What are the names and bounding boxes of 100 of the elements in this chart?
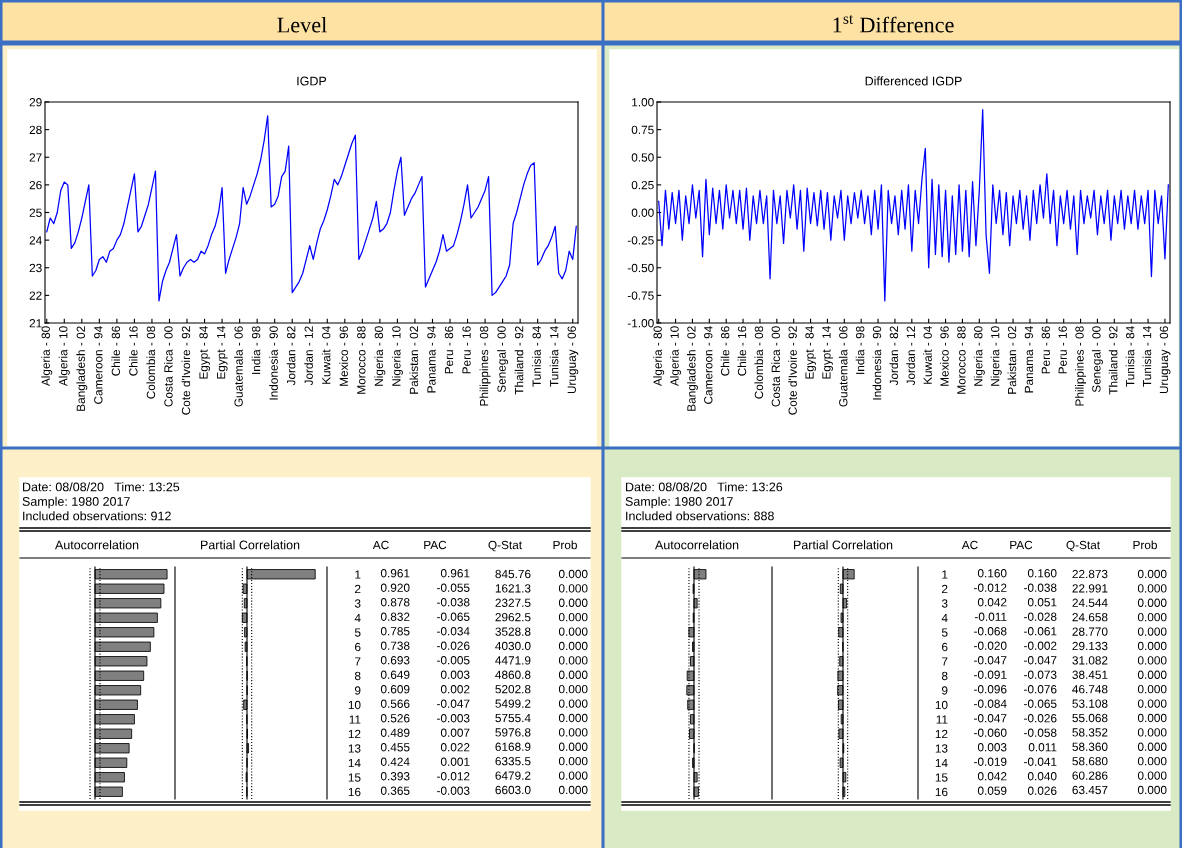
y-tick-label: 13 <box>348 744 361 753</box>
data-label: -0.060 <box>974 728 1007 737</box>
data-label: 0.026 <box>1027 786 1057 795</box>
x-tick-label: India - 98 <box>855 326 865 374</box>
x-tick-label: Nigeria - 80 <box>973 326 985 386</box>
y-tick-label: 14 <box>935 758 948 768</box>
text: 58.352 <box>1072 728 1108 737</box>
data-label: -0.026 <box>437 641 470 650</box>
text: 28.770 <box>1072 627 1108 636</box>
y-tick-label: 2 <box>355 584 361 594</box>
data-label: 0.022 <box>440 743 470 752</box>
text: 0.000 <box>558 569 588 579</box>
x-tick-label: Indonesia - 90 <box>872 326 882 400</box>
text: Q-Stat <box>488 540 522 552</box>
x-tick-label: Chile - 86 <box>111 326 121 376</box>
data-label: 0.961 <box>440 569 470 578</box>
data-label: 0.160 <box>1027 569 1057 578</box>
x-tick-label: Algeria - 10 <box>58 326 70 387</box>
data-label: -0.065 <box>437 612 470 621</box>
x-tick-label: Tunisia - 84 <box>532 326 541 387</box>
data-label: 0.011 <box>1028 743 1057 752</box>
x-tick-label: Costa Rica - 00 <box>163 326 173 407</box>
text: 0.000 <box>558 713 588 723</box>
x-tick-label: Kuwait - 04 <box>923 326 932 384</box>
x-tick-label: Mexico - 96 <box>940 326 949 386</box>
y-tick-label: 22 <box>29 291 42 300</box>
y-tick-label: 7 <box>942 657 948 666</box>
text: 0.000 <box>1137 569 1167 579</box>
x-tick-label: Egypt - 84 <box>805 326 817 379</box>
text: 0.000 <box>558 699 588 708</box>
x-tick-label: Tunisia - 14 <box>549 326 559 387</box>
y-tick-label: 3 <box>354 599 361 608</box>
text: 0.000 <box>558 613 588 622</box>
text: 22.991 <box>1072 584 1108 593</box>
y-tick-label: 0.25 <box>631 180 654 190</box>
text: 4030.0 <box>495 641 531 651</box>
text: 0.000 <box>558 728 588 737</box>
text: 0.000 <box>558 584 588 593</box>
y-tick-label: 4 <box>354 613 361 623</box>
text: 63.457 <box>1072 785 1108 795</box>
text: 0.000 <box>558 670 588 679</box>
data-label: -0.047 <box>974 714 1007 723</box>
chart-title: Autocorrelation <box>654 540 739 550</box>
data-label: 0.002 <box>440 685 470 694</box>
y-tick-label: 1.00 <box>632 98 654 107</box>
y-tick-label: 12 <box>348 729 361 739</box>
y-tick-label: 28 <box>29 125 42 135</box>
x-tick-label: India - 98 <box>251 326 261 374</box>
text: 58.680 <box>1072 757 1108 766</box>
x-tick-label: Uruguay - 06 <box>1159 326 1171 394</box>
text: 0.000 <box>1137 685 1167 694</box>
data-label: 0.007 <box>440 728 470 737</box>
y-tick-label: 15 <box>935 773 948 782</box>
text: Prob <box>1133 540 1157 550</box>
y-tick-label: 4 <box>941 613 948 623</box>
text: 6603.0 <box>495 785 531 795</box>
text: 5202.8 <box>495 685 531 694</box>
x-tick-label: Peru - 86 <box>1041 326 1050 374</box>
x-tick-label: Morocco - 88 <box>357 326 366 394</box>
text: 2962.5 <box>495 613 531 622</box>
text: Sample: 1980 2017 <box>22 496 130 509</box>
data-label: 0.042 <box>977 772 1007 781</box>
text: 0.000 <box>1137 656 1167 665</box>
x-tick-label: Senegal - 00 <box>497 326 509 393</box>
data-label: 0.003 <box>977 743 1007 752</box>
y-tick-label: 21 <box>29 319 42 328</box>
x-tick-label: Egypt - 14 <box>822 326 833 379</box>
data-label: -0.038 <box>1024 583 1057 592</box>
data-label: -0.038 <box>437 598 470 607</box>
data-label: -0.026 <box>1024 714 1057 723</box>
y-tick-label: 9 <box>941 686 948 695</box>
text: 0.000 <box>1137 699 1167 708</box>
x-tick-label: Cameroon - 94 <box>704 326 713 404</box>
text: 1621.3 <box>495 584 531 593</box>
x-tick-label: Mexico - 96 <box>339 326 348 386</box>
y-tick-label: 16 <box>348 787 361 797</box>
text: 46.748 <box>1072 685 1108 694</box>
y-tick-label: 8 <box>941 671 948 681</box>
text: 0.000 <box>558 685 588 694</box>
data-label: 0.424 <box>380 757 410 766</box>
text: 0.000 <box>558 627 588 636</box>
chart-title: Partial Correlation <box>201 540 300 550</box>
text: 3528.8 <box>495 627 531 636</box>
x-tick-label: Bangladesh - 02 <box>76 326 88 411</box>
y-tick-label: -1.00 <box>627 319 654 328</box>
text: 845.76 <box>495 569 531 579</box>
text: Level <box>277 16 327 33</box>
chart-title: IGDP <box>297 76 327 86</box>
x-tick-label: Senegal - 00 <box>1091 326 1103 393</box>
y-tick-label: 0.75 <box>631 125 654 135</box>
data-label: -0.096 <box>974 685 1007 694</box>
data-label: -0.061 <box>1024 627 1057 636</box>
text: 6479.2 <box>495 771 531 780</box>
x-tick-label: Pakistan - 02 <box>409 326 419 394</box>
chart-title: Differenced IGDP <box>865 76 962 86</box>
text: AC <box>961 540 978 550</box>
y-tick-label: 5 <box>354 628 361 637</box>
data-label: -0.041 <box>1024 757 1057 766</box>
text: 0.000 <box>558 641 588 651</box>
x-tick-label: Guatemala - 06 <box>234 326 243 407</box>
